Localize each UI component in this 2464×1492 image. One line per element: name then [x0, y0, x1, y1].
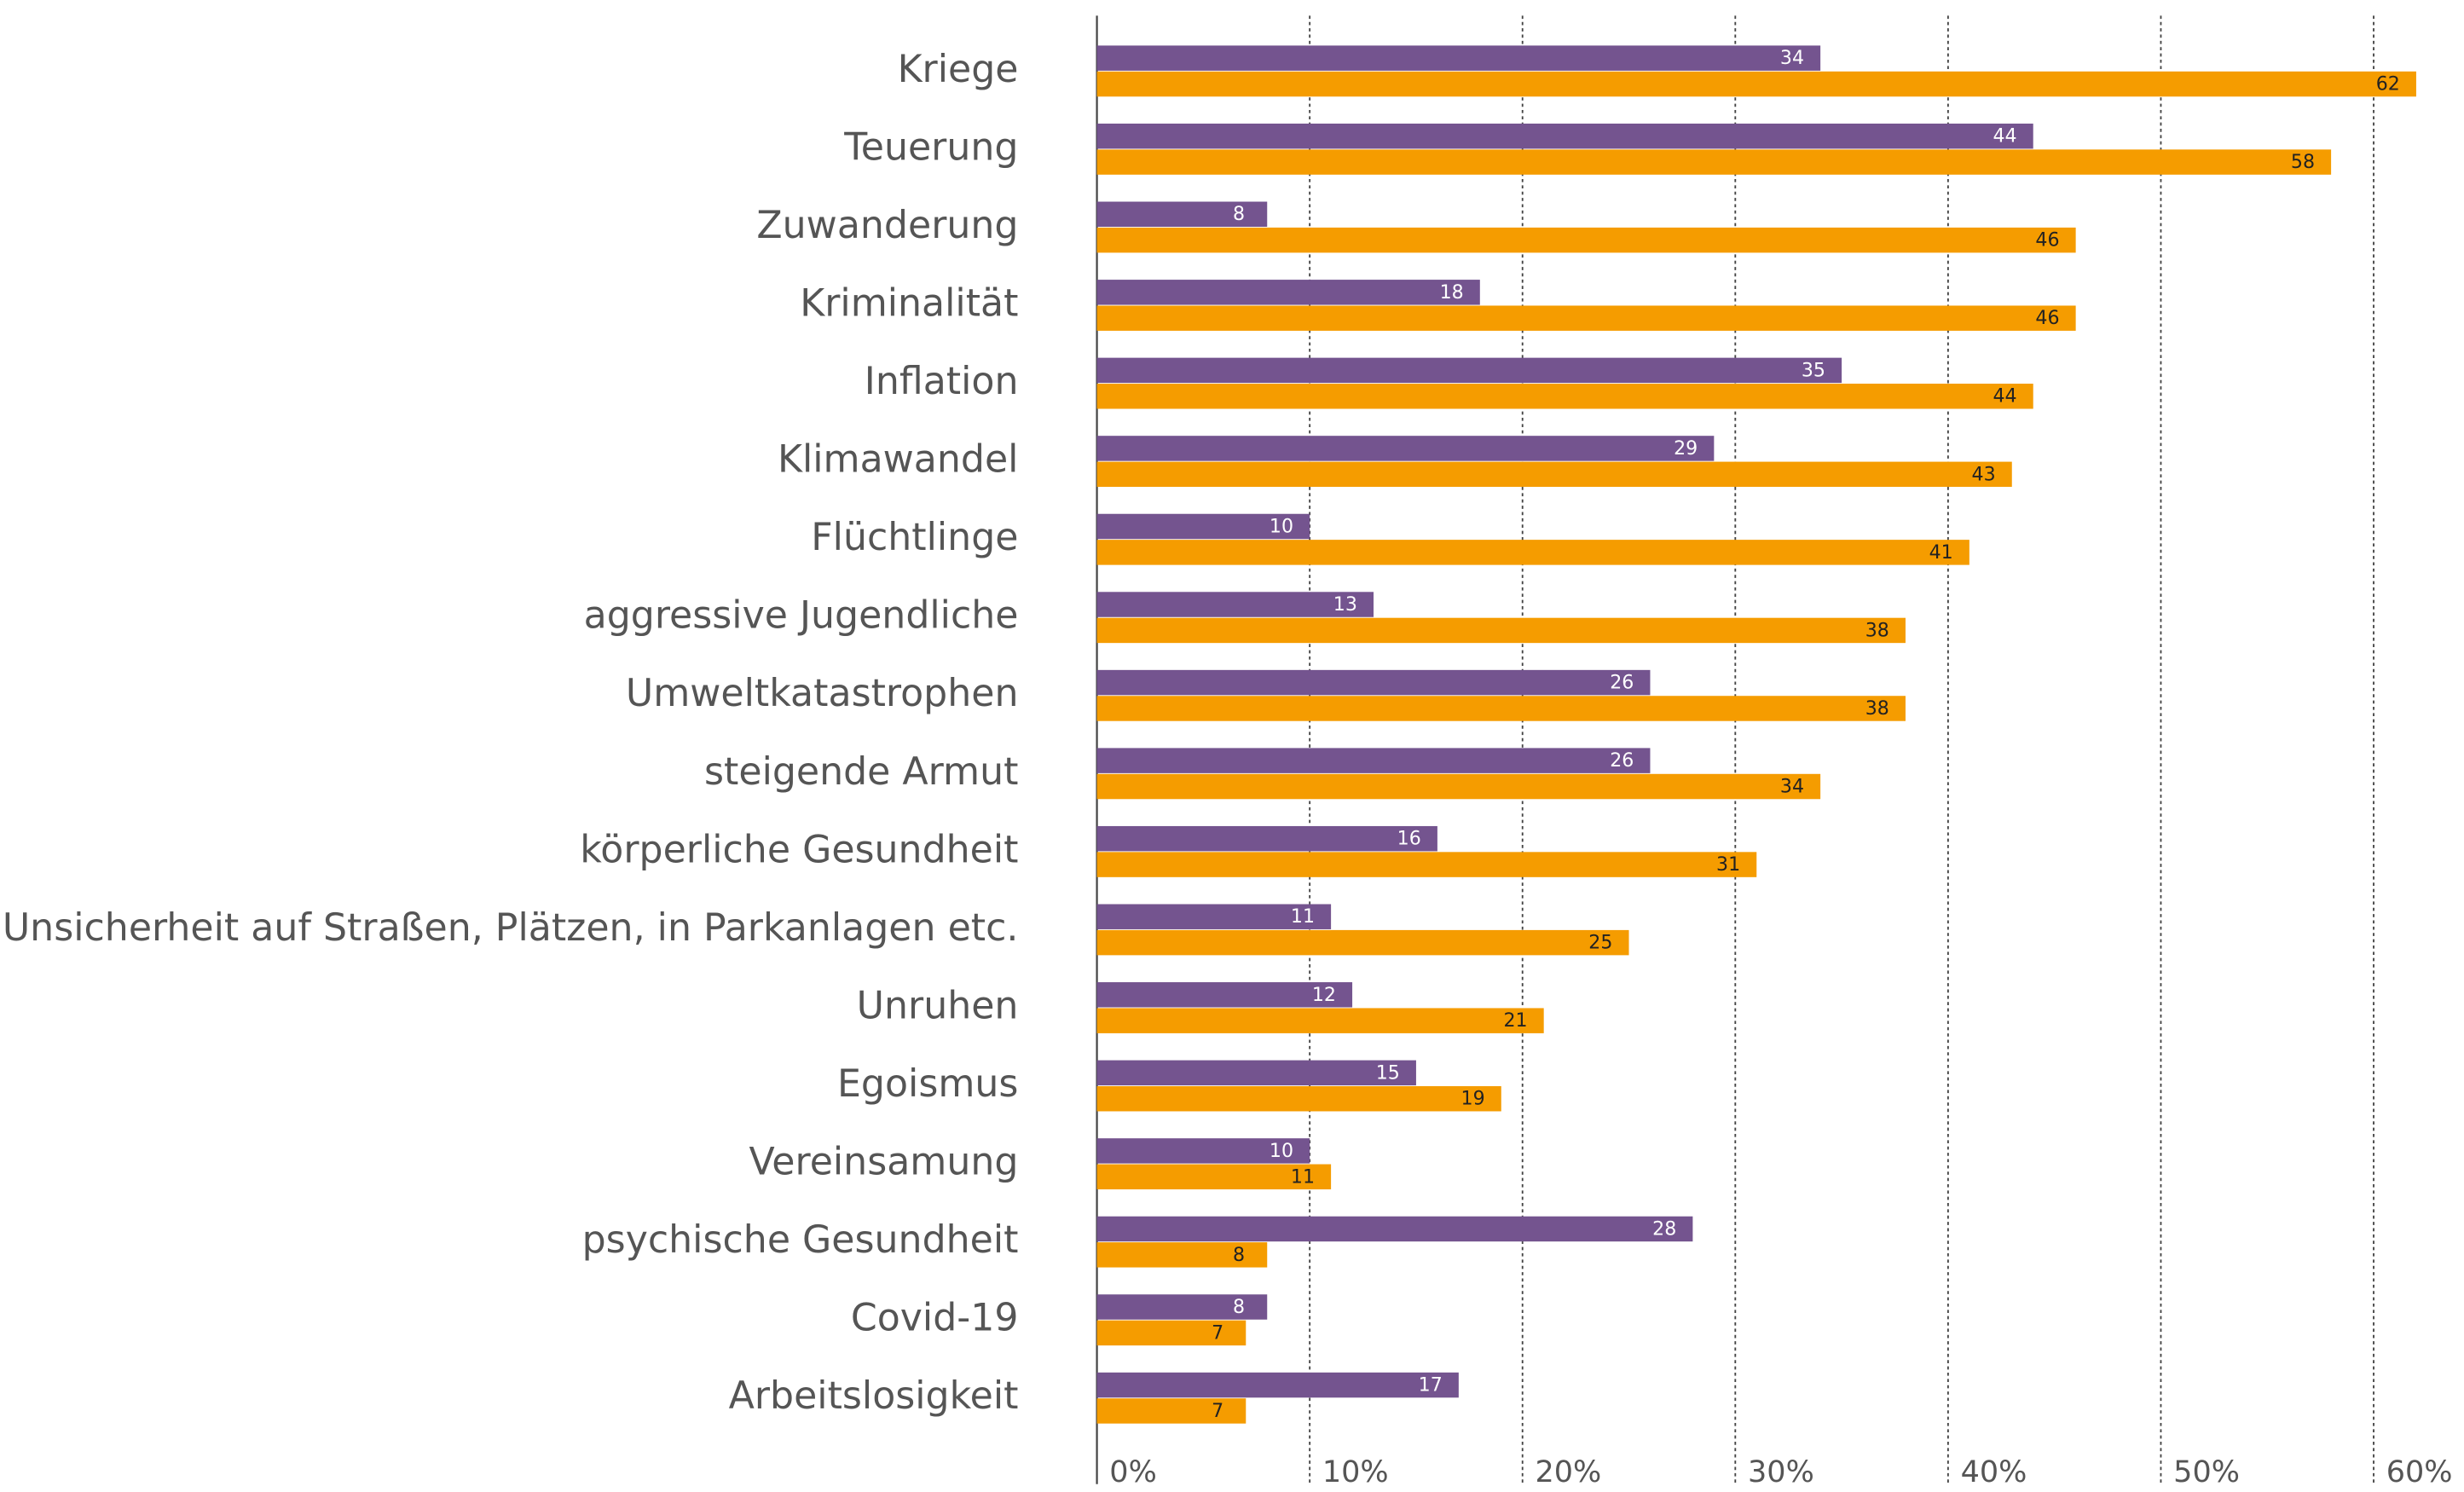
value-label: 26: [1610, 672, 1634, 694]
value-label: 8: [1233, 1296, 1245, 1318]
bar: [1096, 929, 1629, 956]
bar: [1096, 982, 1353, 1008]
category-label: Flüchtlinge: [811, 516, 1018, 559]
bar: [1096, 773, 1821, 800]
category-label: Kriminalität: [800, 281, 1018, 325]
bar: [1096, 1008, 1544, 1033]
x-tick-label: 0%: [1109, 1455, 1157, 1489]
value-label: 46: [2035, 229, 2059, 252]
bar: [1096, 1060, 1416, 1086]
category-label: körperliche Gesundheit: [580, 828, 1018, 871]
x-tick-label: 10%: [1322, 1455, 1389, 1489]
x-tick-label: 40%: [1961, 1455, 2027, 1489]
bar: [1096, 384, 2033, 409]
value-label: 46: [2035, 307, 2059, 329]
bar: [1096, 696, 1906, 721]
bar: [1096, 748, 1651, 773]
value-label: 8: [1233, 1244, 1245, 1266]
value-label: 44: [1993, 385, 2016, 408]
category-label: Klimawandel: [778, 438, 1018, 482]
value-label: 58: [2291, 151, 2315, 173]
category-label: Covid-19: [851, 1297, 1019, 1340]
bar: [1096, 123, 2033, 149]
value-label: 16: [1397, 828, 1421, 850]
value-label: 43: [1972, 463, 1996, 485]
bar: [1096, 1164, 1332, 1190]
category-label: Kriege: [898, 48, 1019, 91]
category-label: aggressive Jugendliche: [584, 594, 1019, 638]
value-label: 18: [1440, 281, 1464, 304]
bar: [1096, 617, 1906, 644]
bar: [1096, 357, 1842, 384]
bar: [1096, 1138, 1310, 1164]
value-label: 17: [1419, 1374, 1443, 1397]
value-label: 38: [1865, 697, 1889, 720]
bar: [1096, 669, 1651, 696]
value-label: 34: [1780, 775, 1804, 797]
category-label: Unsicherheit auf Straßen, Plätzen, in Pa…: [3, 906, 1019, 950]
value-label: 7: [1212, 1400, 1223, 1422]
value-label: 19: [1461, 1088, 1485, 1110]
value-label: 62: [2376, 73, 2400, 95]
value-label: 28: [1652, 1217, 1676, 1240]
value-label: 26: [1610, 749, 1634, 772]
bar: [1096, 45, 1821, 71]
value-label: 41: [1929, 541, 1953, 564]
x-tick-label: 50%: [2173, 1455, 2240, 1489]
value-label: 15: [1376, 1061, 1400, 1084]
bar: [1096, 904, 1332, 929]
bar: [1096, 305, 2076, 331]
value-label: 31: [1716, 853, 1740, 876]
category-label: Vereinsamung: [749, 1141, 1019, 1184]
bar: [1096, 149, 2332, 175]
category-label: Arbeitslosigkeit: [729, 1374, 1019, 1418]
value-label: 10: [1270, 1140, 1293, 1162]
bar: [1096, 592, 1374, 617]
value-label: 38: [1865, 619, 1889, 641]
value-label: 35: [1802, 359, 1825, 381]
bar: [1096, 227, 2076, 253]
bar: [1096, 1372, 1459, 1398]
bar: [1096, 280, 1480, 305]
category-label: Egoismus: [837, 1062, 1018, 1106]
category-label: Inflation: [865, 360, 1019, 403]
category-label: psychische Gesundheit: [582, 1218, 1019, 1262]
bar: [1096, 461, 2012, 488]
value-label: 13: [1333, 593, 1357, 616]
value-label: 25: [1588, 932, 1612, 954]
bar: [1096, 1294, 1268, 1320]
bar: [1096, 825, 1437, 852]
bar: [1096, 1216, 1693, 1242]
bar: [1096, 1320, 1246, 1346]
value-label: 21: [1503, 1009, 1527, 1032]
bar: [1096, 1242, 1268, 1268]
value-label: 7: [1212, 1321, 1223, 1344]
category-label: steigende Armut: [704, 750, 1018, 794]
bar: [1096, 540, 1969, 565]
value-label: 11: [1291, 905, 1315, 928]
bar: [1096, 513, 1310, 540]
value-label: 10: [1270, 515, 1293, 537]
category-label: Unruhen: [857, 984, 1019, 1027]
value-label: 8: [1233, 203, 1245, 225]
bar: [1096, 852, 1757, 877]
bar: [1096, 1398, 1246, 1424]
value-label: 12: [1312, 984, 1336, 1006]
value-label: 44: [1993, 125, 2016, 147]
x-tick-label: 30%: [1748, 1455, 1814, 1489]
bar: [1096, 71, 2416, 97]
category-label: Teuerung: [843, 125, 1018, 169]
value-label: 29: [1674, 437, 1698, 460]
bar: [1096, 201, 1268, 227]
value-label: 11: [1291, 1165, 1315, 1188]
x-tick-label: 20%: [1535, 1455, 1601, 1489]
category-label: Umweltkatastrophen: [626, 672, 1019, 715]
bar: [1096, 1086, 1501, 1112]
category-label: Zuwanderung: [756, 204, 1018, 247]
bar: [1096, 436, 1715, 461]
value-label: 34: [1780, 47, 1804, 69]
x-tick-label: 60%: [2386, 1455, 2453, 1489]
